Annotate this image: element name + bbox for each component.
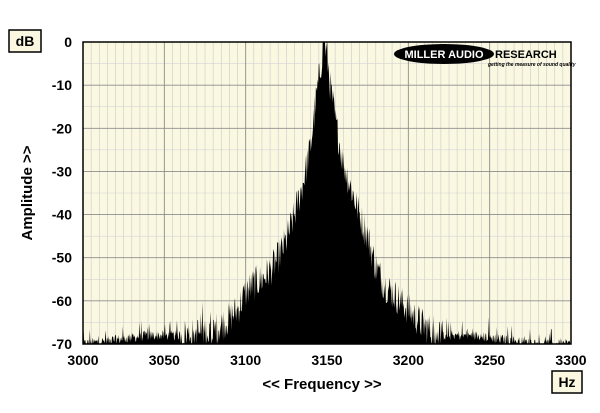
x-tick-label: 3150 <box>311 352 342 368</box>
x-tick-label: 3200 <box>393 352 424 368</box>
x-unit-box: Hz <box>551 370 583 394</box>
x-tick-label: 3050 <box>149 352 180 368</box>
x-tick-label: 3300 <box>555 352 586 368</box>
y-axis-title: Amplitude >> <box>19 145 36 240</box>
miller-audio-research-logo: MILLER AUDIO RESEARCH getting the measur… <box>394 44 576 68</box>
x-tick-label: 3100 <box>230 352 261 368</box>
y-tick-label: -60 <box>52 293 72 309</box>
x-tick-labels: 3000 3050 3100 3150 3200 3250 3300 <box>67 352 586 368</box>
logo-tagline: getting the measure of sound quality <box>487 62 576 68</box>
spectrum-area <box>83 42 571 344</box>
y-unit-box: dB <box>8 29 42 53</box>
y-tick-label: -70 <box>52 336 72 352</box>
y-tick-label: -30 <box>52 163 72 179</box>
y-tick-label: -50 <box>52 250 72 266</box>
y-tick-label: 0 <box>64 34 72 50</box>
x-tick-label: 3250 <box>474 352 505 368</box>
y-tick-label: -40 <box>52 207 72 223</box>
logo-name-left: MILLER AUDIO <box>404 49 483 61</box>
x-tick-label: 3000 <box>67 352 98 368</box>
y-tick-labels: 0 -10 -20 -30 -40 -50 -60 -70 <box>52 34 72 352</box>
logo-name-right: RESEARCH <box>495 49 557 61</box>
y-unit-label: dB <box>16 33 35 49</box>
x-axis-title: << Frequency >> <box>262 376 381 393</box>
y-tick-label: -10 <box>52 77 72 93</box>
plot-frame <box>82 41 572 345</box>
y-tick-label: -20 <box>52 120 72 136</box>
x-unit-label: Hz <box>558 374 575 390</box>
